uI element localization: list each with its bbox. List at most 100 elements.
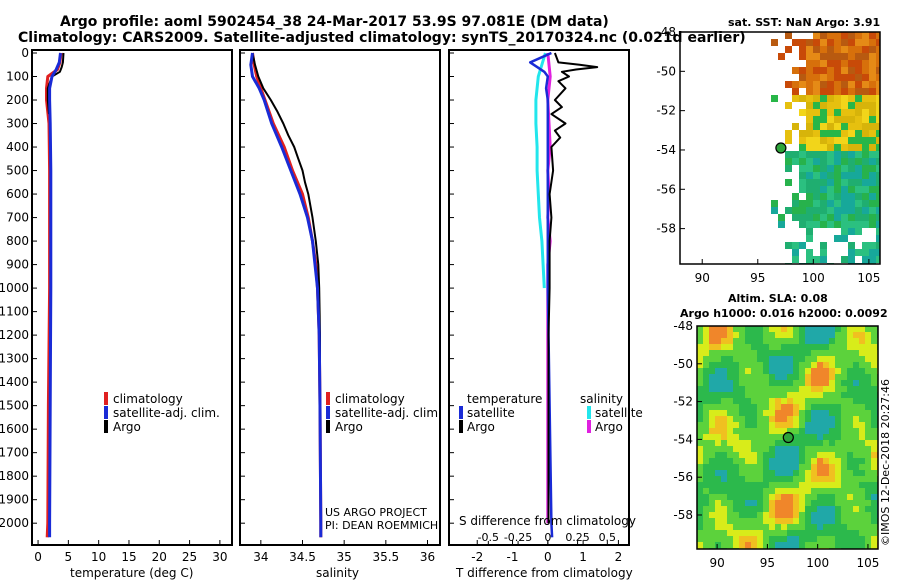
sla-cell (811, 374, 817, 380)
sla-cell (799, 362, 805, 368)
sla-cell (841, 470, 847, 476)
sst-cell (855, 116, 862, 123)
imos-stamp: ©IMOS 12-Dec-2018 20:27:46 (879, 379, 892, 546)
sla-cell (865, 446, 871, 452)
map-lat-label: -50 (656, 64, 676, 78)
sla-cell (871, 470, 877, 476)
sla-cell (841, 512, 847, 518)
map-lon-label: 90 (695, 271, 710, 285)
sla-cell (859, 476, 865, 482)
sst-cell (834, 130, 841, 137)
sla-cell (745, 530, 751, 536)
sst-cell (834, 67, 841, 74)
sla-cell (763, 356, 769, 362)
sst-cell (792, 81, 799, 88)
sst-cell (813, 172, 820, 179)
sla-cell (805, 386, 811, 392)
sla-cell (757, 380, 763, 386)
sst-cell (834, 221, 841, 228)
sst-cell (813, 109, 820, 116)
sla-cell (805, 344, 811, 350)
sla-cell (721, 422, 727, 428)
sla-cell (835, 464, 841, 470)
sla-cell (721, 326, 727, 332)
sla-cell (757, 470, 763, 476)
sst-cell (862, 151, 869, 158)
difference-panel-frame (448, 49, 630, 546)
sla-cell (715, 368, 721, 374)
sla-cell (733, 500, 739, 506)
sst-cell (876, 88, 880, 95)
sst-cell (841, 200, 848, 207)
sla-cell (715, 374, 721, 380)
sla-cell (853, 362, 859, 368)
map-lat-label: -58 (656, 222, 676, 236)
sla-cell (775, 428, 781, 434)
sst-cell (862, 165, 869, 172)
sla-cell (757, 500, 763, 506)
sla-cell (799, 512, 805, 518)
sst-cell (862, 46, 869, 53)
sla-cell (697, 530, 703, 536)
sla-cell (823, 452, 829, 458)
sla-cell (721, 374, 727, 380)
sla-cell (811, 512, 817, 518)
x-tick-label: -1 (507, 550, 519, 564)
depth-tick-label: 1600 (0, 422, 29, 436)
sla-cell (787, 326, 793, 332)
sla-cell (739, 488, 745, 494)
depth-tick-label: 1800 (0, 469, 29, 483)
sst-cell (806, 39, 813, 46)
sla-cell (769, 434, 775, 440)
sla-cell (787, 530, 793, 536)
map-lon-label: 90 (709, 556, 724, 570)
sla-cell (727, 524, 733, 530)
sla-cell (739, 542, 745, 548)
sst-cell (876, 186, 880, 193)
sla-cell (787, 392, 793, 398)
sla-cell (865, 350, 871, 356)
sst-cell (799, 165, 806, 172)
sla-cell (757, 542, 763, 548)
sla-cell (709, 368, 715, 374)
sst-cell (876, 46, 880, 53)
sla-cell (709, 452, 715, 458)
sla-cell (715, 326, 721, 332)
sla-cell (697, 506, 703, 512)
sst-cell (799, 109, 806, 116)
sst-cell (862, 158, 869, 165)
sla-cell (733, 524, 739, 530)
credit-pi: PI: DEAN ROEMMICH (325, 519, 438, 532)
sla-cell (841, 350, 847, 356)
sla-cell (703, 482, 709, 488)
sla-cell (823, 446, 829, 452)
sst-cell (813, 53, 820, 60)
sla-cell (871, 362, 877, 368)
sst-cell (799, 151, 806, 158)
sst-cell (827, 109, 834, 116)
sla-cell (871, 380, 877, 386)
sst-cell (848, 81, 855, 88)
sst-cell (827, 151, 834, 158)
sla-cell (769, 338, 775, 344)
sst-cell (855, 46, 862, 53)
sst-cell (848, 46, 855, 53)
sla-cell (727, 530, 733, 536)
sla-cell (859, 542, 865, 548)
sla-cell (841, 362, 847, 368)
sla-cell (781, 344, 787, 350)
map-lat-label: -48 (673, 319, 693, 333)
sla-cell (721, 536, 727, 542)
sst-cell (827, 60, 834, 67)
sla-cell (871, 446, 877, 452)
map-lat-label: -48 (656, 25, 676, 39)
sla-cell (727, 404, 733, 410)
sst-cell (834, 179, 841, 186)
figure-subtitle: Climatology: CARS2009. Satellite-adjuste… (18, 30, 746, 46)
sla-cell (841, 446, 847, 452)
sla-cell (715, 428, 721, 434)
sla-cell (745, 476, 751, 482)
sst-cell (820, 116, 827, 123)
sla-cell (709, 458, 715, 464)
legend-s-argo-label: Argo (595, 420, 623, 434)
